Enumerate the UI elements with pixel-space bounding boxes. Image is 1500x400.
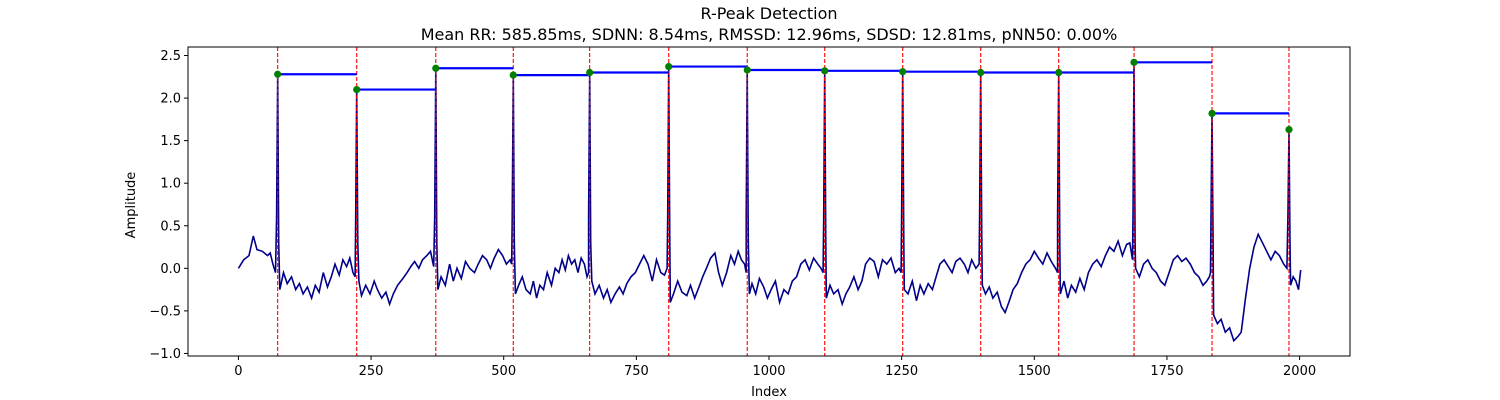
x-axis-label: Index — [751, 385, 787, 400]
r-peak-marker-4 — [586, 68, 594, 77]
r-peak-marker-9 — [977, 68, 985, 77]
y-tick-label-3: 0.5 — [160, 219, 181, 234]
x-tick-label-0: 0 — [234, 364, 242, 379]
chart-title: R-Peak Detection — [700, 4, 837, 23]
r-peak-marker-12 — [1208, 109, 1216, 117]
plot-area — [237, 47, 1302, 356]
axes-frame — [187, 46, 1351, 357]
y-tick-label-2: 0.0 — [160, 262, 181, 277]
y-axis-label: Amplitude — [124, 172, 139, 239]
chart-subtitle: Mean RR: 585.85ms, SDNN: 8.54ms, RMSSD: … — [421, 25, 1118, 44]
r-peak-marker-13 — [1285, 125, 1293, 134]
x-tick-label-7: 1750 — [1150, 364, 1183, 379]
y-tick-label-1: −0.5 — [149, 304, 181, 319]
r-peak-marker-10 — [1055, 68, 1063, 77]
r-peak-marker-11 — [1130, 58, 1138, 66]
r-peak-marker-6 — [743, 66, 751, 74]
r-peak-marker-3 — [509, 71, 517, 79]
r-peak-marker-0 — [274, 70, 282, 78]
ecg-signal-line — [237, 62, 1302, 343]
r-peak-marker-2 — [432, 64, 440, 72]
y-tick-label-0: −1.0 — [149, 347, 181, 362]
r-peak-marker-8 — [899, 68, 907, 76]
y-tick-label-4: 1.0 — [160, 177, 181, 192]
r-peak-marker-7 — [821, 67, 829, 75]
x-axis: 0 250 500 750 1000 1250 1500 1750 2000 — [234, 356, 1316, 379]
x-tick-label-5: 1250 — [885, 364, 918, 379]
y-tick-label-6: 2.0 — [160, 92, 181, 107]
r-peak-marker-5 — [665, 62, 673, 71]
x-tick-label-4: 1000 — [752, 364, 785, 379]
x-tick-label-1: 250 — [359, 364, 384, 379]
y-axis: −1.0 −0.5 0.0 0.5 1.0 1.5 2.0 2.5 — [149, 49, 188, 362]
x-tick-label-6: 1500 — [1018, 364, 1051, 379]
y-tick-label-7: 2.5 — [160, 49, 181, 64]
x-tick-label-2: 500 — [491, 364, 516, 379]
x-tick-label-8: 2000 — [1283, 364, 1316, 379]
y-tick-label-5: 1.5 — [160, 134, 181, 149]
x-tick-label-3: 750 — [624, 364, 649, 379]
r-peak-marker-1 — [353, 85, 361, 94]
